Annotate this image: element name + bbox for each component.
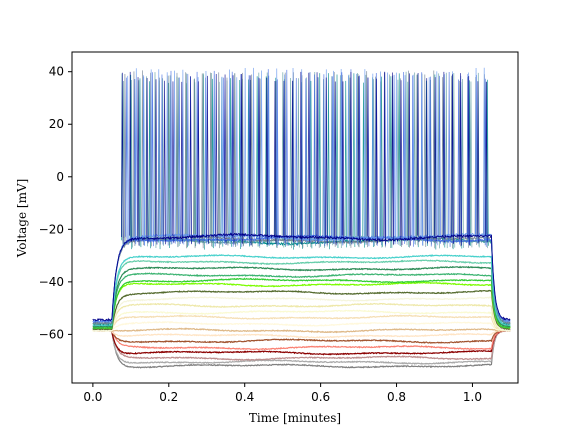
voltage-trace-19 (92, 259, 511, 327)
x-tick-label: 0.6 (311, 390, 330, 404)
spike-train-25 (126, 67, 486, 246)
y-axis: −60 −40 −20 0 20 40 (39, 65, 72, 341)
voltage-trace-18 (92, 265, 511, 329)
voltage-trace-2 (92, 329, 511, 365)
voltage-trace-14 (92, 289, 511, 331)
x-tick-label: 0.4 (235, 390, 254, 404)
voltage-trace-15 (92, 281, 511, 330)
y-tick-label: 0 (56, 170, 64, 184)
voltage-trace-5 (92, 328, 511, 351)
voltage-trace-7 (92, 329, 511, 339)
voltage-trace-1 (92, 328, 511, 369)
y-tick-label: −40 (39, 275, 64, 289)
y-tick-label: 20 (49, 117, 64, 131)
x-axis: 0.0 0.2 0.4 0.6 0.8 1.0 (83, 383, 482, 404)
voltage-trace-8 (92, 327, 511, 334)
x-tick-label: 0.8 (387, 390, 406, 404)
x-axis-label: Time [minutes] (249, 411, 341, 425)
voltage-trace-10 (92, 314, 511, 332)
voltage-trace-3 (92, 329, 511, 362)
voltage-trace-12 (92, 302, 511, 332)
voltage-trace-13 (92, 296, 511, 332)
voltage-trace-20 (92, 254, 511, 327)
voltage-trace-17 (92, 272, 511, 328)
plot-frame (71, 51, 519, 384)
series-layer (92, 67, 511, 369)
x-tick-label: 0.0 (83, 390, 102, 404)
y-axis-label: Voltage [mV] (15, 179, 29, 259)
x-tick-label: 0.2 (159, 390, 178, 404)
voltage-trace-6 (92, 329, 511, 344)
y-tick-label: 40 (49, 65, 64, 79)
y-tick-label: −60 (39, 327, 64, 341)
voltage-trace-9 (92, 320, 511, 332)
voltage-trace-16 (92, 277, 511, 330)
voltage-trace-11 (92, 309, 511, 332)
y-tick-label: −20 (39, 222, 64, 236)
voltage-trace-4 (92, 329, 511, 356)
spike-train-26 (121, 71, 488, 246)
x-tick-label: 1.0 (463, 390, 482, 404)
